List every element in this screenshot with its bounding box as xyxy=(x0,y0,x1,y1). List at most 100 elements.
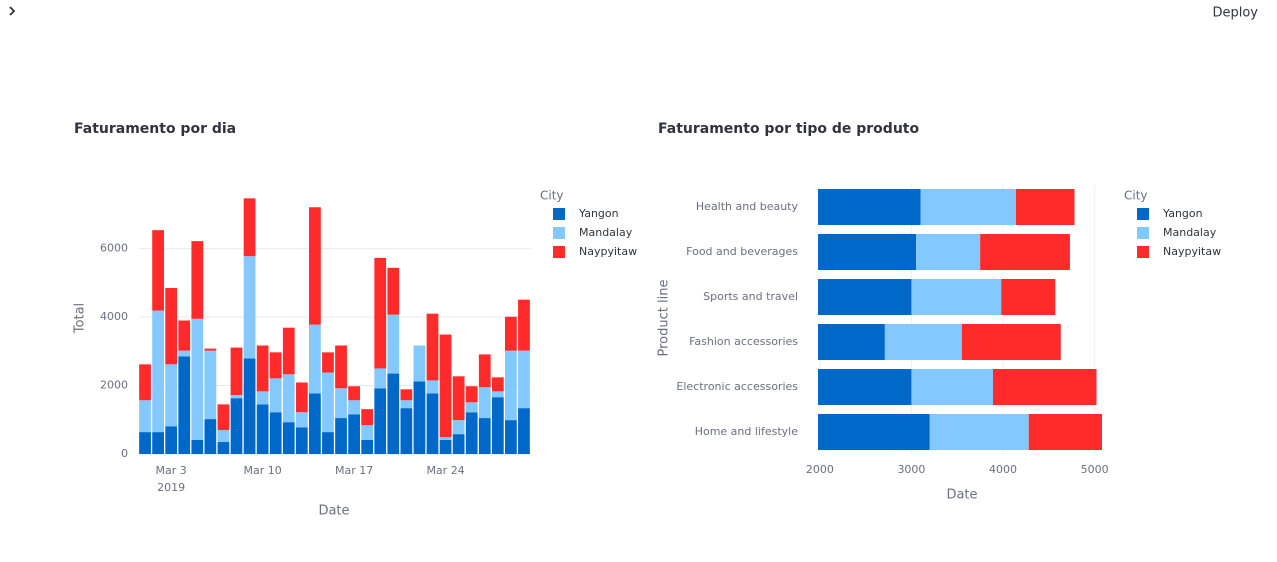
bar-segment xyxy=(152,310,164,433)
y-tick-label: 4000 xyxy=(100,310,128,323)
bar-segment xyxy=(335,418,347,454)
chart-title: Faturamento por tipo de produto xyxy=(658,121,919,137)
bar-segment xyxy=(256,345,269,392)
bar-segment xyxy=(426,380,439,394)
bar-segment xyxy=(387,314,400,374)
bar-segment xyxy=(518,408,530,454)
bar-segment xyxy=(505,350,517,421)
y-tick-label: Home and lifestyle xyxy=(695,425,799,438)
bar-segment xyxy=(204,350,217,420)
x-axis-title: Date xyxy=(946,488,977,503)
bar-segment xyxy=(309,324,321,394)
bar-segment xyxy=(1028,414,1102,450)
bar-segment xyxy=(348,414,360,454)
bar-segment xyxy=(916,234,981,270)
bar-segment xyxy=(230,395,243,399)
bar-segment xyxy=(322,352,334,373)
bar-segment xyxy=(920,189,1016,225)
bar-segment xyxy=(191,318,204,440)
bar-segment xyxy=(439,334,452,438)
bar-segment xyxy=(348,400,360,415)
bar-segment xyxy=(884,324,962,360)
bar-segment xyxy=(295,382,308,413)
legend-swatch xyxy=(553,208,565,220)
bar-segment xyxy=(413,345,426,382)
bar-segment xyxy=(992,369,1097,405)
bar-segment xyxy=(911,279,1002,315)
legend-swatch xyxy=(1137,208,1149,220)
bar-segment xyxy=(491,397,504,454)
bar-segment xyxy=(478,387,491,419)
legend-swatch xyxy=(553,227,565,239)
bar-segment xyxy=(152,432,164,454)
bar-segment xyxy=(465,402,478,413)
bar-segment xyxy=(491,391,504,398)
legend-title: City xyxy=(540,189,564,203)
bar-segment xyxy=(374,388,387,454)
x-axis-title: Date xyxy=(318,504,349,519)
bar-segment xyxy=(178,356,191,454)
bar-segment xyxy=(165,288,178,365)
bar-segment xyxy=(413,381,426,454)
bar-segment xyxy=(152,230,164,311)
bar-segment xyxy=(335,345,347,389)
bar-segment xyxy=(309,207,321,325)
bar-segment xyxy=(426,393,439,454)
bar-segment xyxy=(387,267,400,315)
bar-segment xyxy=(478,418,491,454)
bar-segment xyxy=(256,391,269,405)
bar-segment xyxy=(191,241,204,319)
x-tick-label: Mar 24 xyxy=(426,464,464,477)
bar-segment xyxy=(139,400,151,433)
bar-segment xyxy=(139,364,151,401)
bar-segment xyxy=(818,234,917,270)
legend-title: City xyxy=(1124,189,1148,203)
legend-label: Yangon xyxy=(578,207,619,220)
bar-segment xyxy=(387,373,400,454)
y-tick-label: 2000 xyxy=(100,379,128,392)
bar-segment xyxy=(269,412,282,454)
bar-segment xyxy=(961,324,1061,360)
bar-segment xyxy=(269,378,282,413)
bar-segment xyxy=(230,398,243,454)
x-tick-label: Mar 10 xyxy=(244,464,282,477)
legend-swatch xyxy=(553,246,565,258)
bar-segment xyxy=(818,369,912,405)
bar-segment xyxy=(818,189,921,225)
bar-segment xyxy=(1001,279,1056,315)
legend-label: Naypyitaw xyxy=(1163,245,1221,258)
bar-segment xyxy=(217,442,230,454)
bar-segment xyxy=(165,364,178,427)
bar-segment xyxy=(980,234,1070,270)
bar-segment xyxy=(374,257,387,369)
bar-segment xyxy=(452,376,465,421)
bar-segment xyxy=(243,358,256,454)
legend-swatch xyxy=(1137,227,1149,239)
bar-segment xyxy=(204,348,217,351)
bar-segment xyxy=(204,419,217,454)
sidebar-toggle[interactable] xyxy=(9,6,16,16)
bar-segment xyxy=(465,386,478,403)
y-tick-label: Sports and travel xyxy=(703,290,798,303)
bar-segment xyxy=(361,425,374,440)
bar-segment xyxy=(818,279,912,315)
bar-segment xyxy=(439,437,452,440)
bar-segment xyxy=(518,350,530,409)
bar-segment xyxy=(165,426,178,454)
bar-segment xyxy=(309,393,321,454)
bar-segment xyxy=(139,432,151,454)
bar-segment xyxy=(478,354,491,388)
bar-segment xyxy=(452,420,465,435)
x-tick-label: 5000 xyxy=(1081,463,1109,476)
bar-segment xyxy=(217,404,230,431)
x-tick-label: 4000 xyxy=(989,463,1017,476)
bar-segment xyxy=(348,386,360,401)
bar-segment xyxy=(818,324,885,360)
deploy-button[interactable]: Deploy xyxy=(1212,6,1258,21)
bar-segment xyxy=(374,368,387,389)
bar-segment xyxy=(1015,189,1075,225)
bar-segment xyxy=(465,412,478,454)
bar-segment xyxy=(282,374,295,423)
legend-label: Mandalay xyxy=(1163,226,1217,239)
